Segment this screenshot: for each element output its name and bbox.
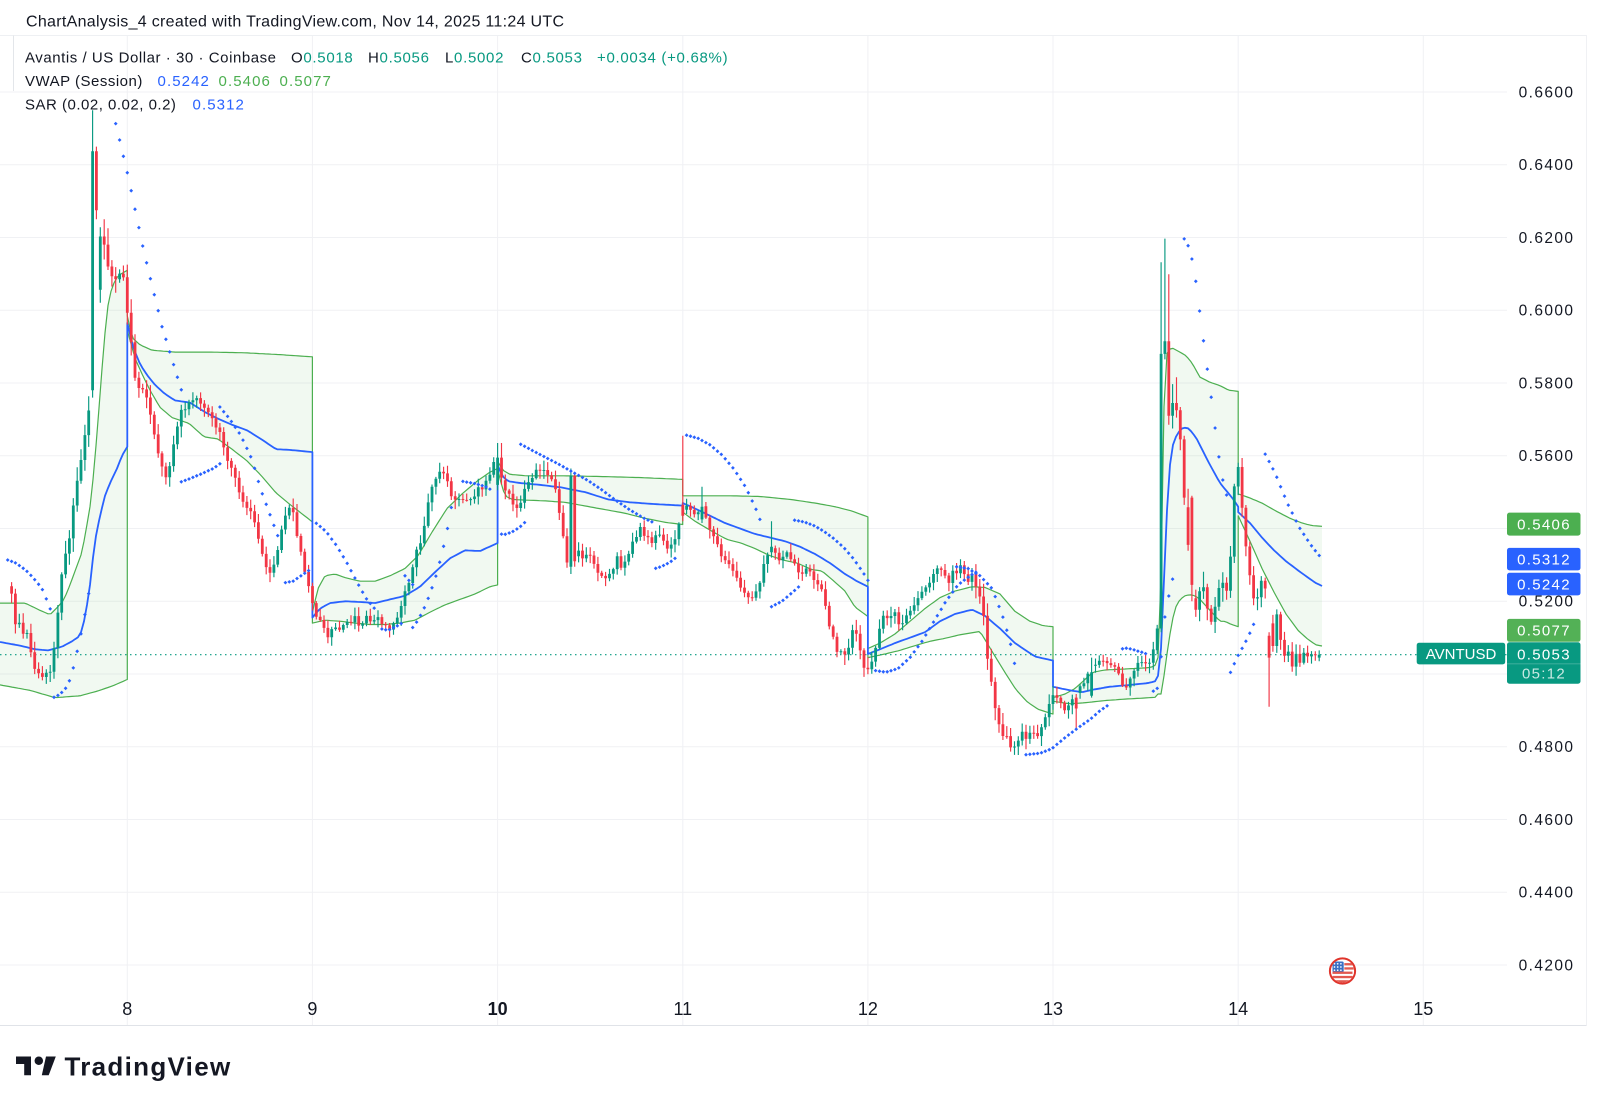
svg-text:0.5406: 0.5406 <box>1517 517 1571 534</box>
svg-text:AVNTUSD: AVNTUSD <box>1426 646 1497 663</box>
svg-text:0.6200: 0.6200 <box>1519 230 1575 247</box>
svg-text:0.5053: 0.5053 <box>1517 647 1571 664</box>
svg-text:0.5077: 0.5077 <box>280 73 332 90</box>
svg-text:0.5600: 0.5600 <box>1519 448 1575 465</box>
svg-text:0.5312: 0.5312 <box>193 97 245 114</box>
svg-text:11: 11 <box>673 999 692 1019</box>
svg-text:0.6400: 0.6400 <box>1519 157 1575 174</box>
svg-text:0.4600: 0.4600 <box>1519 812 1575 829</box>
svg-text:0.5406: 0.5406 <box>219 73 271 90</box>
svg-text:0.4200: 0.4200 <box>1519 957 1575 974</box>
svg-text:9: 9 <box>307 999 317 1019</box>
svg-text:ChartAnalysis_4 created with T: ChartAnalysis_4 created with TradingView… <box>26 14 564 31</box>
svg-text:0.6600: 0.6600 <box>1519 84 1575 101</box>
svg-text:8: 8 <box>122 999 132 1019</box>
svg-text:0.4800: 0.4800 <box>1519 739 1575 756</box>
svg-text:VWAP (Session): VWAP (Session) <box>25 73 143 90</box>
svg-text:0.5077: 0.5077 <box>1517 623 1571 640</box>
svg-text:TradingView: TradingView <box>65 1051 232 1081</box>
svg-text:15: 15 <box>1413 999 1433 1019</box>
svg-text:0.6000: 0.6000 <box>1519 303 1575 320</box>
svg-text:0.4400: 0.4400 <box>1519 885 1575 902</box>
svg-text:0.5242: 0.5242 <box>158 73 210 90</box>
svg-text:13: 13 <box>1043 999 1063 1019</box>
svg-text:0.5200: 0.5200 <box>1519 594 1575 611</box>
svg-text:0.5312: 0.5312 <box>1517 552 1571 569</box>
svg-text:Avantis / US Dollar · 30 · Coi: Avantis / US Dollar · 30 · Coinbase <box>25 50 277 67</box>
svg-text:SAR (0.02, 0.02, 0.2): SAR (0.02, 0.02, 0.2) <box>25 97 176 114</box>
svg-text:05:12: 05:12 <box>1522 666 1566 683</box>
svg-text:0.5800: 0.5800 <box>1519 375 1575 392</box>
svg-text:0.5242: 0.5242 <box>1517 577 1571 594</box>
svg-text:10: 10 <box>488 999 508 1019</box>
svg-text:12: 12 <box>858 999 878 1019</box>
svg-text:14: 14 <box>1228 999 1248 1019</box>
